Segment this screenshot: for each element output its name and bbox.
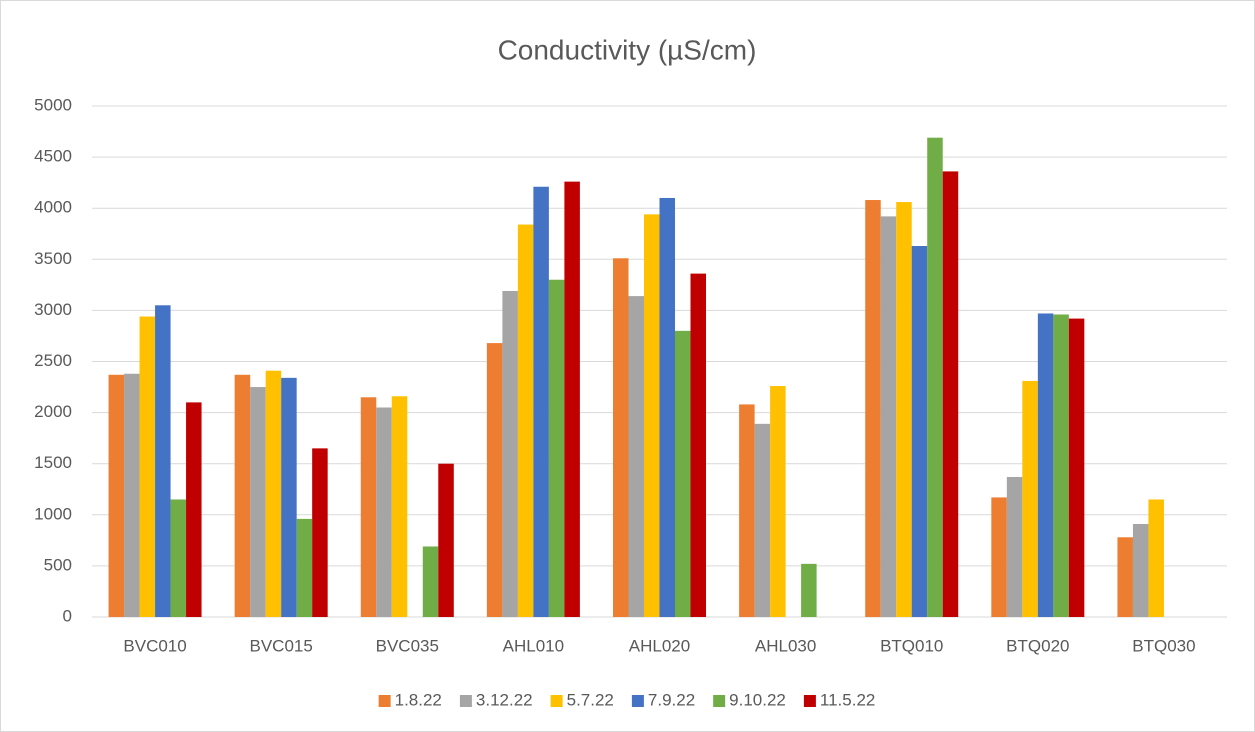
bar [502,290,518,617]
y-tick-label: 500 [44,555,72,574]
bar [770,386,786,617]
y-tick-label: 4000 [34,198,72,217]
y-tick-label: 3000 [34,300,72,319]
bar [391,396,408,617]
bar [613,258,629,617]
bar [942,171,959,617]
legend-label: 3.12.22 [476,690,533,709]
bar [754,423,771,617]
bar [739,404,755,617]
bar [564,181,580,618]
x-tick-label: BVC010 [123,636,186,655]
legend-swatch [378,695,391,707]
x-tick-label: BTQ010 [880,636,943,655]
bar [801,563,817,617]
bar [296,518,313,617]
bar [360,397,377,617]
bar [1132,523,1149,617]
bar [1053,314,1069,617]
y-tick-label: 1500 [34,453,72,472]
bar [422,546,439,617]
x-tick-label: AHL010 [503,636,564,655]
bar [911,246,928,617]
x-tick-label: BVC035 [376,636,439,655]
legend-label: 11.5.22 [820,690,875,709]
x-tick-label: BTQ030 [1132,636,1195,655]
bar [865,200,881,618]
bar [108,374,125,617]
legend-label: 5.7.22 [567,690,614,709]
x-tick-label: AHL020 [629,636,690,655]
y-tick-label: 3500 [34,249,72,268]
bar [927,137,943,617]
y-tick-label: 5000 [34,95,72,114]
bar [548,279,565,617]
legend-swatch [459,695,472,707]
bar [186,402,202,617]
y-tick-label: 0 [63,606,72,625]
bar [124,373,140,617]
bar [517,224,534,617]
y-tick-label: 2500 [34,351,72,370]
legend-swatch [803,695,816,707]
bar [1037,313,1054,617]
x-tick-label: BVC015 [250,636,313,655]
bar [628,296,644,617]
bar [312,448,328,617]
bar [139,316,156,617]
bar [896,202,912,617]
legend-label: 7.9.22 [648,690,695,709]
bar [1022,380,1038,617]
bar [880,216,897,617]
bar [170,499,187,617]
bar [234,374,251,617]
bar [1006,476,1023,617]
bar [533,186,549,617]
legend-swatch [550,695,563,707]
y-tick-label: 4500 [34,147,72,166]
x-tick-label: BTQ020 [1006,636,1069,655]
bar [644,214,660,617]
bar [690,273,706,617]
legend-swatch [713,695,726,707]
bar [659,197,675,618]
bar [1068,318,1085,617]
chart-title: Conductivity (µS/cm) [498,34,757,65]
legend-swatch [631,695,644,707]
bar [265,370,282,617]
bar [486,343,503,617]
y-tick-label: 1000 [34,504,72,523]
x-tick-label: AHL030 [755,636,816,655]
bar [1148,499,1164,617]
bar [155,305,171,617]
bar [991,497,1007,617]
bar [376,407,392,617]
bar [675,330,691,617]
bar [250,387,266,617]
legend-label: 1.8.22 [395,690,442,709]
y-tick-label: 2000 [34,402,72,421]
legend-label: 9.10.22 [729,690,786,709]
bar [438,463,454,617]
bar [1117,537,1133,617]
bar [281,377,297,617]
